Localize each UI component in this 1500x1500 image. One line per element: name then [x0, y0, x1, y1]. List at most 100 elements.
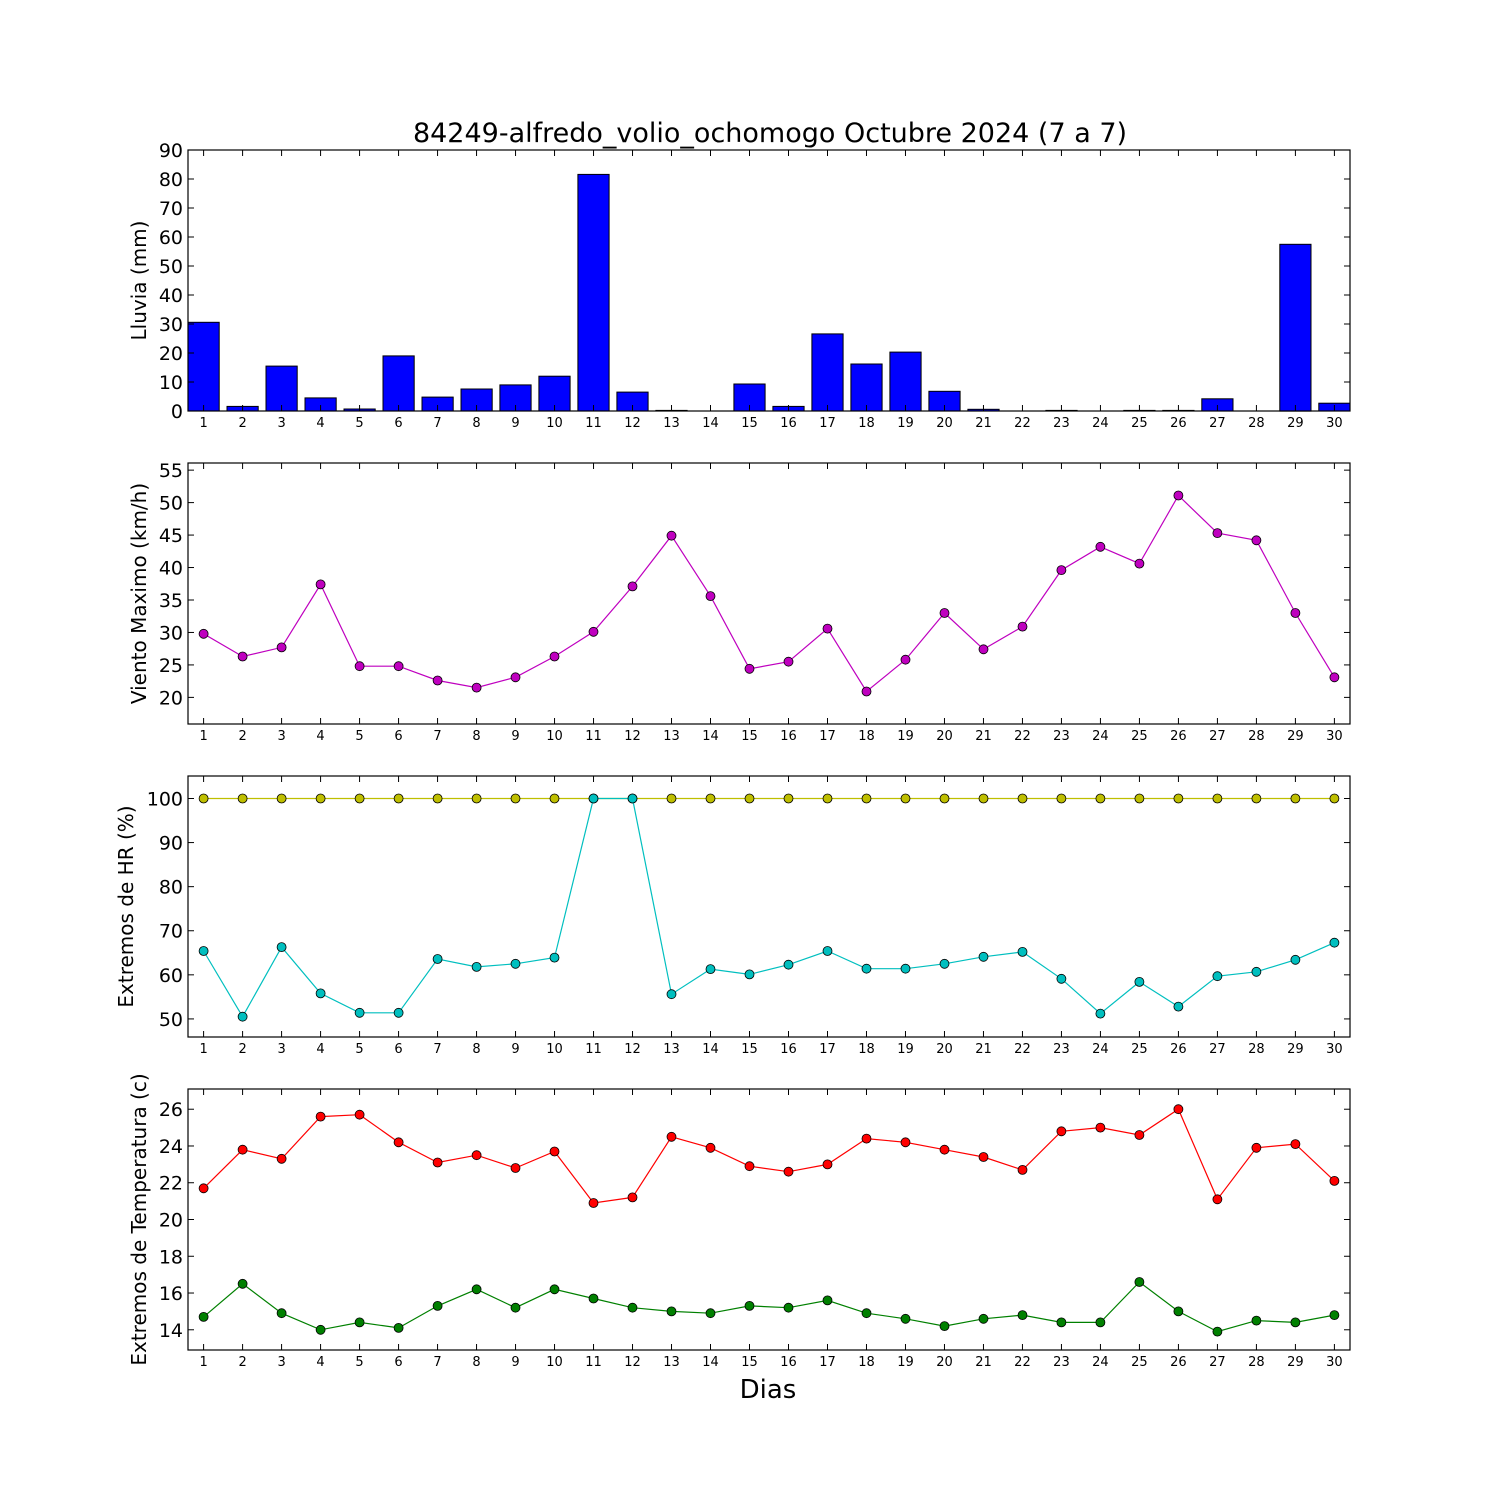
series-1 — [198, 490, 1340, 697]
x-tick-label: 21 — [975, 1042, 992, 1057]
point-day-15 — [744, 969, 755, 980]
x-tick-label: 9 — [511, 729, 519, 744]
point-day-22 — [1017, 947, 1028, 957]
x-tick-label: 6 — [394, 729, 402, 744]
bar-day-29 — [1279, 243, 1312, 412]
y-axis-label: Viento Maximo (km/h) — [127, 483, 151, 704]
bar-day-6 — [382, 355, 415, 412]
y-tick-label: 50 — [159, 493, 183, 515]
x-tick-label: 21 — [975, 1355, 992, 1370]
point-day-25 — [1134, 793, 1145, 804]
point-day-15 — [744, 1161, 755, 1172]
x-tick-label: 22 — [1014, 1042, 1031, 1057]
x-tick-label: 5 — [355, 729, 363, 744]
x-tick-label: 7 — [433, 729, 441, 744]
y-tick-label: 0 — [171, 401, 183, 423]
x-tick-label: 25 — [1131, 729, 1148, 744]
x-tick-label: 16 — [780, 729, 797, 744]
point-day-14 — [705, 964, 716, 974]
x-tick-label: 27 — [1209, 1355, 1226, 1370]
x-tick-label: 24 — [1092, 416, 1109, 431]
x-tick-label: 15 — [741, 1355, 758, 1370]
x-tick-label: 17 — [819, 1042, 836, 1057]
point-day-13 — [666, 989, 677, 1000]
point-day-17 — [822, 623, 833, 634]
point-day-21 — [978, 1313, 989, 1324]
x-tick-label: 12 — [624, 1042, 641, 1057]
x-tick-label: 17 — [819, 729, 836, 744]
point-day-13 — [666, 1131, 677, 1142]
x-tick-label: 16 — [780, 1355, 797, 1370]
point-day-29 — [1290, 608, 1301, 618]
point-day-27 — [1212, 1194, 1223, 1205]
point-day-8 — [471, 793, 482, 804]
point-day-16 — [783, 656, 794, 667]
x-tick-label: 13 — [663, 729, 680, 744]
series-line — [203, 1108, 1335, 1204]
y-tick-label: 22 — [159, 1173, 183, 1195]
x-tick-label: 14 — [702, 1355, 719, 1370]
point-day-30 — [1329, 672, 1340, 683]
point-day-14 — [705, 1308, 716, 1319]
point-day-27 — [1212, 971, 1223, 982]
x-tick-label: 17 — [819, 1355, 836, 1370]
point-day-6 — [393, 793, 404, 804]
point-day-10 — [549, 952, 560, 963]
point-day-8 — [471, 1150, 482, 1161]
point-day-4 — [315, 793, 326, 804]
x-tick-label: 20 — [936, 416, 953, 431]
x-tick-label: 10 — [546, 416, 563, 431]
x-tick-label: 8 — [472, 729, 480, 744]
x-tick-label: 1 — [199, 416, 207, 431]
y-tick-label: 10 — [159, 372, 183, 394]
x-tick-label: 26 — [1170, 1042, 1187, 1057]
point-day-15 — [744, 663, 755, 674]
series-1 — [198, 1104, 1340, 1208]
bar-day-18 — [850, 363, 883, 412]
point-day-25 — [1134, 1130, 1145, 1140]
x-tick-label: 7 — [433, 416, 441, 431]
y-axis-label: Extremos de Temperatura (c) — [127, 1073, 151, 1365]
y-tick-label: 60 — [159, 227, 183, 249]
y-tick-label: 50 — [159, 1009, 183, 1031]
x-tick-label: 7 — [433, 1042, 441, 1057]
bar-day-17 — [811, 333, 844, 412]
y-tick-label: 55 — [159, 460, 183, 482]
x-tick-label: 22 — [1014, 729, 1031, 744]
x-tick-label: 15 — [741, 1042, 758, 1057]
x-tick-label: 9 — [511, 1042, 519, 1057]
x-tick-label: 25 — [1131, 1355, 1148, 1370]
y-tick-label: 18 — [159, 1246, 183, 1268]
point-day-17 — [822, 793, 833, 804]
point-day-21 — [978, 644, 989, 655]
x-tick-label: 19 — [897, 1355, 914, 1370]
point-day-20 — [939, 958, 950, 969]
x-tick-label: 6 — [394, 1355, 402, 1370]
x-tick-label: 24 — [1092, 729, 1109, 744]
point-day-3 — [276, 1308, 287, 1319]
x-tick-label: 22 — [1014, 1355, 1031, 1370]
point-day-1 — [198, 946, 209, 956]
y-tick-label: 40 — [159, 558, 183, 580]
x-tick-label: 27 — [1209, 1042, 1226, 1057]
x-tick-label: 21 — [975, 729, 992, 744]
point-day-6 — [393, 1137, 404, 1148]
point-day-3 — [276, 642, 287, 653]
point-day-2 — [237, 793, 248, 804]
point-day-8 — [471, 682, 482, 693]
point-day-3 — [276, 942, 287, 952]
x-tick-label: 2 — [238, 729, 246, 744]
point-day-2 — [237, 1011, 248, 1022]
x-tick-label: 26 — [1170, 729, 1187, 744]
x-tick-label: 29 — [1287, 1355, 1304, 1370]
plot-frame — [187, 149, 1351, 412]
point-day-28 — [1251, 793, 1262, 804]
point-day-30 — [1329, 793, 1340, 804]
point-day-9 — [510, 1163, 521, 1173]
x-tick-label: 12 — [624, 416, 641, 431]
x-axis-label: Dias — [740, 1375, 797, 1405]
y-tick-label: 80 — [159, 169, 183, 191]
point-day-21 — [978, 951, 989, 962]
x-tick-label: 21 — [975, 416, 992, 431]
